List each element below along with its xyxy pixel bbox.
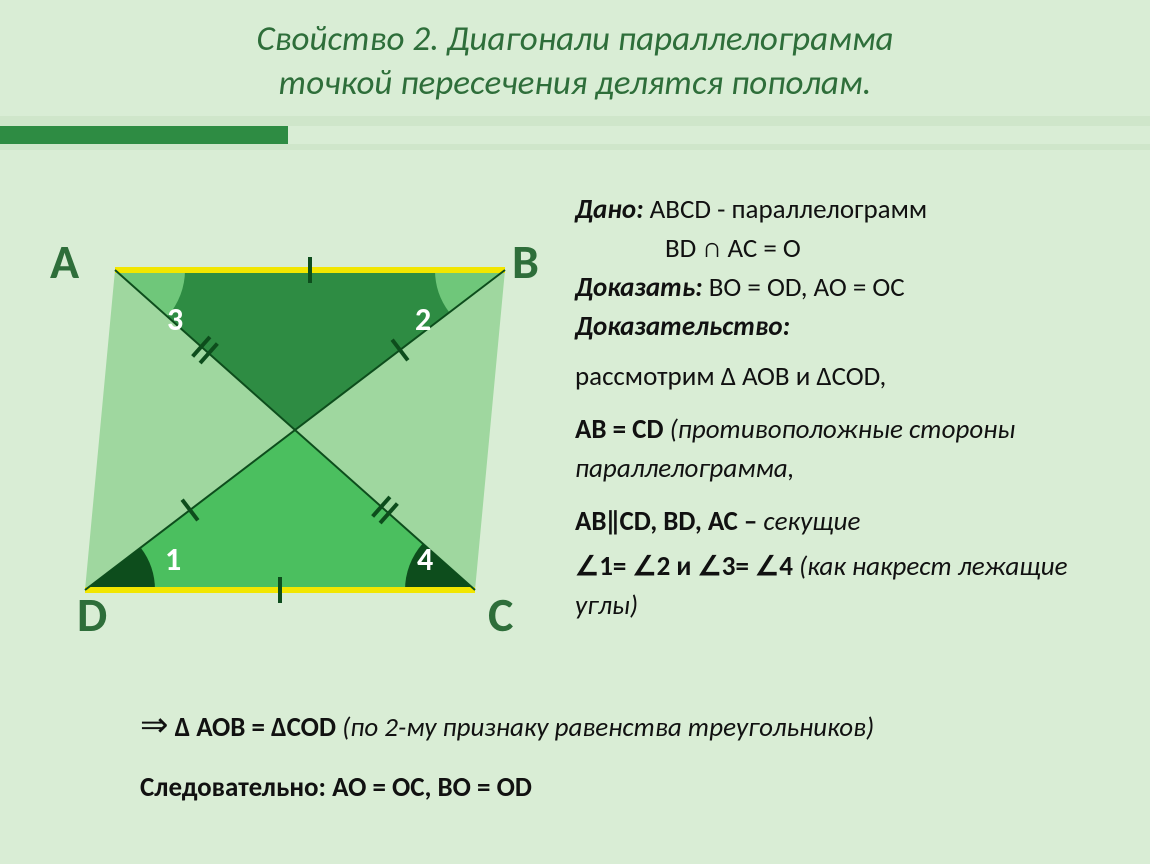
secants-line: АВ‖СD, ВD, АС – секущие: [575, 502, 1135, 541]
slide-title: Свойство 2. Диагонали параллелограмма то…: [0, 0, 1150, 116]
angle-label-3: 3: [167, 300, 183, 339]
consider-line: рассмотрим Δ АОВ и ΔCOD,: [575, 357, 1135, 396]
secants-text: АВ‖СD, ВD, АС –: [575, 505, 763, 538]
therefore-line: Следовательно: AO = OC, BO = OD: [140, 767, 1120, 809]
abcd-line: AB = CD (противоположные стороны паралле…: [575, 410, 1135, 488]
parallelogram-diagram: A B C D 1 2 3 4: [15, 230, 575, 650]
tri-reason: (по 2-му признаку равенства треугольнико…: [342, 711, 874, 744]
angle-label-2: 2: [415, 300, 431, 339]
angles-eq: ∠1= ∠2 и ∠3= ∠4: [575, 550, 799, 583]
angle-label-1: 1: [165, 540, 181, 579]
bar-dark-accent: [0, 126, 288, 144]
prove-text: BO = OD, AO = OC: [703, 271, 905, 304]
vertex-label-d: D: [77, 585, 107, 644]
proof-text: Дано: ABCD - параллелограмм BD ∩ AC = O …: [575, 190, 1135, 625]
title-line1: Свойство 2. Диагонали параллелограмма: [0, 18, 1150, 62]
angles-line: ∠1= ∠2 и ∠3= ∠4 (как накрест лежащие угл…: [575, 547, 1135, 625]
given-line2: BD ∩ AC = O: [575, 229, 1135, 268]
prove-label: Доказать:: [575, 271, 703, 304]
prove-line: Доказать: BO = OD, AO = OC: [575, 268, 1135, 307]
given-line1: Дано: ABCD - параллелограмм: [575, 190, 1135, 229]
conclusion-line1: ⇒ Δ АОВ = ΔCOD (по 2-му признаку равенст…: [140, 700, 1120, 753]
given-label: Дано:: [575, 193, 644, 226]
given-text: ABCD - параллелограмм: [644, 193, 928, 226]
proof-label: Доказательство:: [575, 307, 1135, 346]
title-line2: точкой пересечения делятся пополам.: [0, 62, 1150, 106]
tri-equality: Δ АОВ = ΔCOD: [175, 711, 342, 744]
divider-bars: [0, 116, 1150, 150]
conclusion-block: ⇒ Δ АОВ = ΔCOD (по 2-му признаку равенст…: [140, 700, 1120, 809]
implies-arrow: ⇒: [140, 705, 169, 746]
bar-light-bot: [0, 144, 1150, 150]
vertex-label-c: C: [488, 585, 513, 644]
secants-ital: секущие: [763, 505, 860, 538]
abcd-eq: AB = CD: [575, 413, 670, 446]
vertex-label-b: B: [512, 232, 539, 291]
bar-light-top: [0, 116, 1150, 126]
angle-label-4: 4: [417, 540, 433, 579]
vertex-label-a: A: [50, 232, 79, 291]
